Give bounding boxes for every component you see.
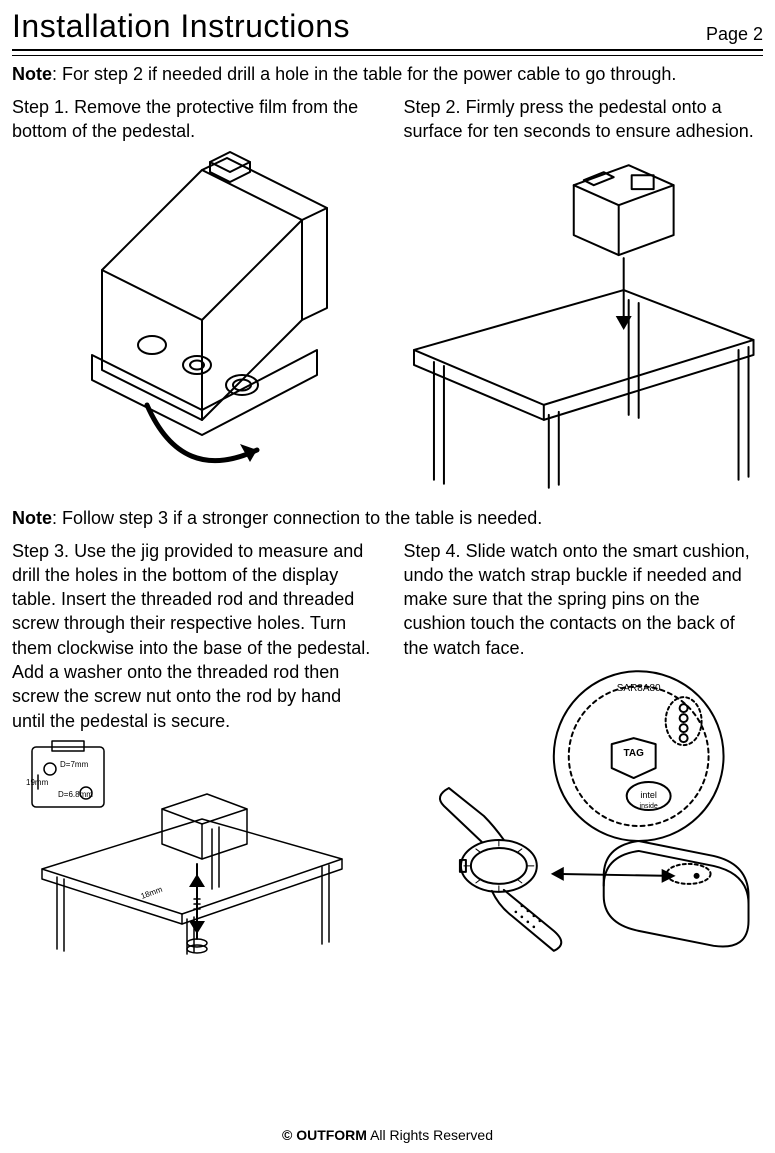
- note-mid: Note: Follow step 3 if a stronger connec…: [12, 508, 763, 529]
- step2-label: Step 2.: [404, 97, 461, 117]
- note-mid-prefix: Note: [12, 508, 52, 528]
- note-top: Note: For step 2 if needed drill a hole …: [12, 64, 763, 85]
- step4-illustration: SAR8A80 TAG intel inside: [404, 666, 764, 966]
- col-step2: Step 2. Firmly press the pedestal onto a…: [404, 95, 764, 490]
- step2-text: Step 2. Firmly press the pedestal onto a…: [404, 95, 764, 144]
- step4-label: Step 4.: [404, 541, 461, 561]
- col-step4: Step 4. Slide watch onto the smart cushi…: [404, 539, 764, 966]
- step3-illustration: D=7mm 19mm D=6.8mm: [12, 739, 372, 959]
- svg-text:19mm: 19mm: [26, 778, 49, 787]
- col-step3: Step 3. Use the jig provided to measure …: [12, 539, 372, 966]
- page-title: Installation Instructions: [12, 8, 350, 45]
- svg-text:SAR8A80: SAR8A80: [616, 683, 660, 694]
- footer-brand: OUTFORM: [296, 1127, 367, 1143]
- svg-text:D=6.8mm: D=6.8mm: [58, 790, 93, 799]
- footer-copyright: ©: [282, 1127, 292, 1143]
- col-step1: Step 1. Remove the protective film from …: [12, 95, 372, 490]
- step3-text: Step 3. Use the jig provided to measure …: [12, 539, 372, 733]
- svg-text:intel: intel: [640, 790, 656, 800]
- step1-label: Step 1.: [12, 97, 69, 117]
- step4-text: Step 4. Slide watch onto the smart cushi…: [404, 539, 764, 660]
- note-top-text: : For step 2 if needed drill a hole in t…: [52, 64, 676, 84]
- svg-text:inside: inside: [639, 803, 657, 810]
- note-top-prefix: Note: [12, 64, 52, 84]
- row-1: Step 1. Remove the protective film from …: [12, 95, 763, 490]
- header-row: Installation Instructions Page 2: [12, 8, 763, 51]
- step3-label: Step 3.: [12, 541, 69, 561]
- svg-text:18mm: 18mm: [139, 885, 163, 901]
- footer: © OUTFORM All Rights Reserved: [0, 1127, 775, 1143]
- step2-illustration: [404, 150, 764, 490]
- footer-rights: All Rights Reserved: [367, 1127, 493, 1143]
- header-divider: [12, 55, 763, 56]
- page-number: Page 2: [706, 24, 763, 45]
- svg-text:TAG: TAG: [623, 748, 644, 759]
- step3-body: Use the jig provided to measure and dril…: [12, 541, 370, 731]
- step1-illustration: [12, 150, 372, 490]
- svg-text:D=7mm: D=7mm: [60, 760, 89, 769]
- step1-text: Step 1. Remove the protective film from …: [12, 95, 372, 144]
- row-2: Step 3. Use the jig provided to measure …: [12, 539, 763, 966]
- note-mid-text: : Follow step 3 if a stronger connection…: [52, 508, 542, 528]
